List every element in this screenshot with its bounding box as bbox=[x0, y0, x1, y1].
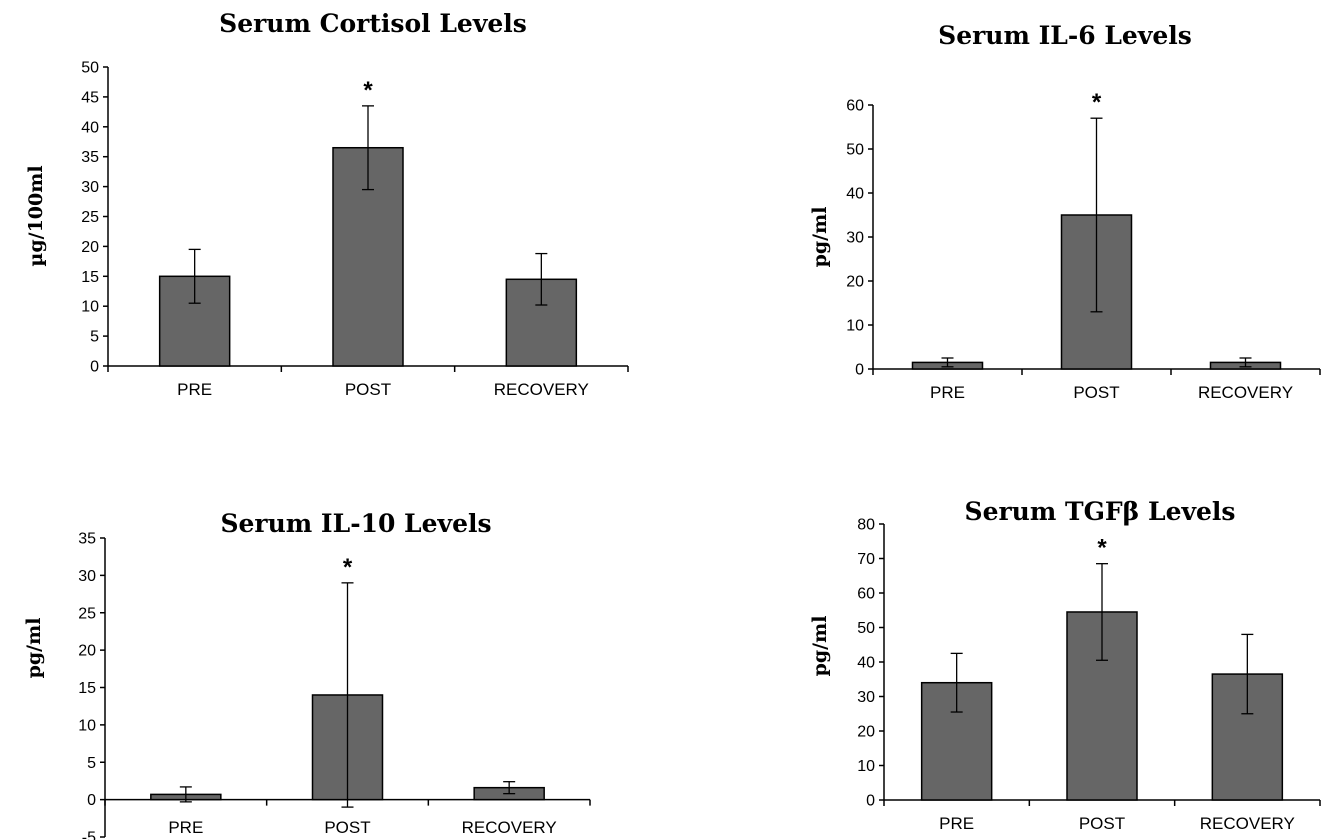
y-tick-label: 20 bbox=[78, 643, 96, 660]
y-tick-label: 25 bbox=[81, 209, 99, 226]
category-label: POST bbox=[324, 818, 370, 837]
y-tick-label: 70 bbox=[857, 551, 875, 568]
y-tick-label: 5 bbox=[90, 329, 99, 346]
category-label: PRE bbox=[930, 383, 965, 402]
category-label: PRE bbox=[168, 818, 203, 837]
y-tick-label: 80 bbox=[857, 517, 875, 534]
chart-il6: Serum IL-6 Levels pg/ml 0 10 20 30 40 50 60 PRE * P… bbox=[809, 21, 1321, 402]
y-tick-label: 45 bbox=[81, 89, 99, 106]
y-tick-label: 30 bbox=[846, 230, 864, 247]
y-axis-label: µg/100ml bbox=[25, 165, 47, 266]
chart-title: Serum TGFβ Levels bbox=[965, 497, 1236, 526]
y-tick-label: 20 bbox=[857, 724, 875, 741]
chart-title: Serum Cortisol Levels bbox=[219, 9, 527, 38]
category-label: RECOVERY bbox=[1198, 383, 1293, 402]
y-tick-label: 50 bbox=[846, 142, 864, 159]
category-label: PRE bbox=[177, 380, 212, 399]
y-tick-label: 30 bbox=[81, 179, 99, 196]
y-tick-label: 10 bbox=[857, 758, 875, 775]
y-tick-label: 60 bbox=[857, 586, 875, 603]
y-tick-label: 0 bbox=[87, 792, 96, 809]
significance-marker: * bbox=[343, 554, 353, 581]
y-tick-label: 40 bbox=[846, 186, 864, 203]
category-label: RECOVERY bbox=[462, 818, 557, 837]
y-tick-label: 50 bbox=[857, 620, 875, 637]
y-tick-label: 20 bbox=[846, 274, 864, 291]
y-tick-label: 0 bbox=[855, 362, 864, 379]
y-axis-label: pg/ml bbox=[809, 616, 831, 677]
chart-title: Serum IL-10 Levels bbox=[220, 509, 491, 538]
significance-marker: * bbox=[363, 77, 373, 104]
y-tick-label: 5 bbox=[87, 755, 96, 772]
y-tick-label: 10 bbox=[78, 717, 96, 734]
chart-il10: Serum IL-10 Levels pg/ml -5 0 5 10 15 20 25 30 35 P… bbox=[23, 509, 591, 840]
category-label: POST bbox=[1079, 814, 1125, 833]
y-tick-label: 0 bbox=[866, 793, 875, 810]
y-tick-label: 15 bbox=[78, 680, 96, 697]
chart-title: Serum IL-6 Levels bbox=[938, 21, 1192, 50]
category-label: POST bbox=[1073, 383, 1119, 402]
y-axis-label: pg/ml bbox=[23, 618, 45, 679]
y-tick-label: 20 bbox=[81, 239, 99, 256]
y-tick-label: 35 bbox=[81, 149, 99, 166]
y-tick-label: 30 bbox=[78, 568, 96, 585]
y-axis-label: pg/ml bbox=[809, 207, 831, 268]
category-label: POST bbox=[345, 380, 391, 399]
category-label: RECOVERY bbox=[1200, 814, 1295, 833]
y-tick-label: -5 bbox=[82, 830, 96, 840]
y-tick-label: 15 bbox=[81, 269, 99, 286]
y-tick-label: 40 bbox=[81, 119, 99, 136]
significance-marker: * bbox=[1097, 535, 1107, 562]
y-tick-label: 10 bbox=[81, 299, 99, 316]
y-tick-label: 40 bbox=[857, 655, 875, 672]
y-tick-label: 30 bbox=[857, 689, 875, 706]
y-tick-label: 60 bbox=[846, 98, 864, 115]
y-tick-label: 35 bbox=[78, 531, 96, 548]
chart-tgfb: Serum TGFβ Levels pg/ml 0 10 20 30 40 50 60 70 80 P… bbox=[809, 497, 1321, 833]
y-tick-label: 50 bbox=[81, 60, 99, 77]
category-label: PRE bbox=[939, 814, 974, 833]
y-tick-label: 10 bbox=[846, 318, 864, 335]
y-tick-label: 25 bbox=[78, 605, 96, 622]
y-tick-label: 0 bbox=[90, 359, 99, 376]
chart-cortisol: Serum Cortisol Levels µg/100ml 0 5 10 15 20 25 3… bbox=[25, 9, 629, 399]
significance-marker: * bbox=[1092, 89, 1102, 116]
category-label: RECOVERY bbox=[494, 380, 589, 399]
